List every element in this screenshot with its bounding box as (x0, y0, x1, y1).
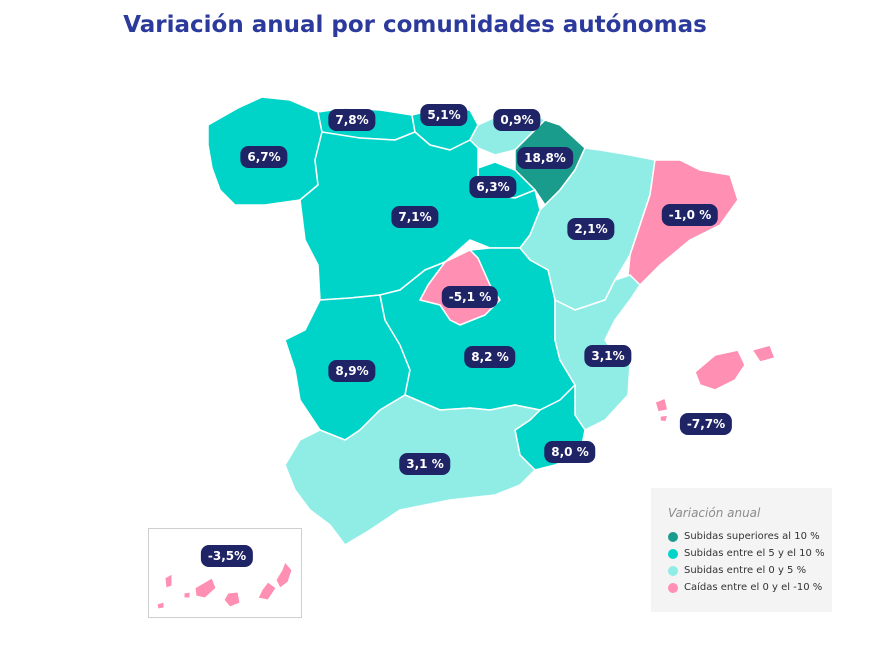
canary-la-palma (164, 573, 173, 589)
label-pais-vasco: 0,9% (493, 109, 541, 131)
legend-item-5-10: Subidas entre el 5 y el 10 % (668, 548, 825, 559)
label-asturias: 7,8% (328, 109, 376, 131)
legend-item-above-10: Subidas superiores al 10 % (668, 531, 820, 542)
canary-hierro (156, 601, 165, 610)
region-baleares-ibiza (654, 397, 669, 413)
canary-gran-canaria (223, 591, 241, 608)
canary-gomera (183, 591, 191, 599)
label-cantabria: 5,1% (420, 104, 468, 126)
legend-label: Subidas entre el 0 y 5 % (684, 565, 807, 576)
label-castilla-la-mancha: 8,2 % (464, 346, 516, 368)
label-galicia: 6,7% (240, 146, 288, 168)
legend-swatch-icon (668, 531, 678, 542)
label-cataluna: -1,0 % (661, 204, 719, 226)
legend: Variación anual Subidas superiores al 10… (651, 488, 832, 612)
region-baleares-menorca (751, 344, 776, 363)
label-andalucia: 3,1 % (399, 453, 451, 475)
label-murcia: 8,0 % (544, 441, 596, 463)
label-navarra: 18,8% (517, 147, 573, 169)
label-canarias: -3,5% (200, 545, 254, 567)
label-valencia: 3,1% (584, 345, 632, 367)
legend-swatch-icon (668, 582, 678, 593)
legend-title: Variación anual (668, 506, 761, 520)
label-baleares: -7,7% (679, 413, 733, 435)
legend-label: Subidas entre el 5 y el 10 % (684, 548, 825, 559)
legend-label: Subidas superiores al 10 % (684, 531, 820, 542)
label-aragon: 2,1% (567, 218, 615, 240)
canary-islands (156, 561, 293, 610)
legend-swatch-icon (668, 565, 678, 576)
canary-islands-inset (148, 528, 302, 618)
canary-fuerteventura (257, 581, 277, 601)
region-baleares[interactable] (694, 349, 746, 391)
legend-swatch-icon (668, 548, 678, 559)
legend-item-drop: Caídas entre el 0 y el -10 % (668, 582, 822, 593)
label-castilla-leon: 7,1% (391, 206, 439, 228)
legend-label: Caídas entre el 0 y el -10 % (684, 582, 823, 593)
map-title: Variación anual por comunidades autónoma… (123, 12, 707, 38)
legend-item-0-5: Subidas entre el 0 y 5 % (668, 565, 806, 576)
label-madrid: -5,1 % (441, 286, 499, 308)
canary-lanzarote (275, 561, 293, 589)
label-extremadura: 8,9% (328, 360, 376, 382)
label-la-rioja: 6,3% (469, 176, 517, 198)
region-baleares-formentera (659, 414, 669, 423)
canary-tenerife (194, 577, 217, 599)
